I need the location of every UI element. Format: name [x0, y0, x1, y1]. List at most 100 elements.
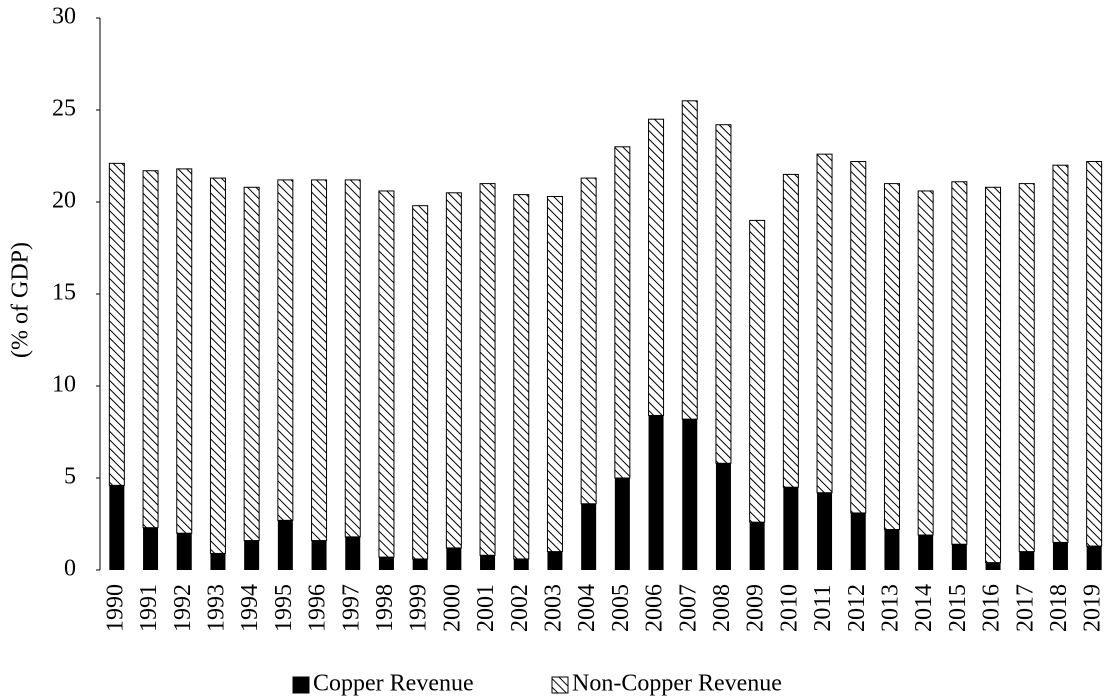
bar-segment: [682, 419, 698, 570]
x-tick-label: 2019: [1080, 584, 1104, 632]
bar-segment: [918, 535, 934, 570]
bar-segment: [546, 195, 563, 553]
bar-segment: [817, 492, 833, 570]
bar-segment: [480, 555, 496, 570]
bar-segment: [1052, 164, 1069, 543]
x-tick-label: 2018: [1046, 584, 1072, 632]
bar-segment: [378, 190, 395, 558]
bar-segment: [1052, 542, 1068, 570]
bar-segment: [580, 177, 597, 505]
bar-segment: [142, 170, 159, 529]
x-tick-label: 2013: [877, 584, 903, 632]
x-tick-label: 1991: [136, 584, 162, 632]
y-tick-label: 30: [52, 4, 76, 30]
x-tick-label: 1992: [170, 584, 196, 632]
x-tick-label: 2004: [574, 584, 600, 632]
bar-segment: [243, 186, 260, 542]
x-tick-label: 2012: [844, 584, 870, 632]
bar-segment: [176, 168, 193, 534]
y-axis-title: (% of GDP): [8, 242, 34, 358]
bar-segment: [917, 190, 934, 536]
bar-segment: [143, 527, 159, 570]
bar-segment: [513, 194, 530, 560]
x-tick-label: 1997: [338, 584, 364, 632]
bar-segment: [209, 177, 226, 554]
bar-segment: [614, 478, 630, 570]
bar-segment: [277, 520, 293, 570]
bar-segment: [1018, 183, 1035, 553]
y-tick-label: 15: [52, 280, 76, 306]
x-tick-label: 2016: [979, 584, 1005, 632]
bar-segment: [109, 485, 125, 570]
bar-segment: [715, 463, 731, 570]
bar-segment: [648, 118, 665, 416]
bar-segment: [850, 161, 867, 514]
x-tick-label: 1990: [102, 584, 128, 632]
bar-segment: [344, 179, 361, 538]
bar-segment: [883, 183, 900, 531]
bar-segment: [816, 153, 833, 494]
y-tick-label: 25: [52, 96, 76, 122]
x-tick-label: 2000: [439, 584, 465, 632]
x-tick-label: 1996: [305, 584, 331, 632]
legend-label: Copper Revenue: [313, 671, 474, 697]
bar-segment: [850, 512, 866, 570]
bar-segment: [1086, 546, 1102, 570]
bar-segment: [176, 533, 192, 570]
bar-segment: [412, 205, 429, 560]
y-tick-label: 20: [52, 188, 76, 214]
x-tick-label: 2014: [911, 584, 937, 632]
x-tick-label: 2006: [642, 584, 668, 632]
x-tick-label: 2011: [810, 584, 836, 631]
bar-segment: [547, 551, 563, 570]
y-tick-label: 10: [52, 372, 76, 398]
bar-segment: [479, 183, 496, 556]
bar-segment: [1019, 551, 1035, 570]
x-tick-label: 2015: [945, 584, 971, 632]
bar-segment: [951, 544, 967, 570]
legend-marker: [551, 676, 569, 694]
bar-segment: [277, 179, 294, 521]
bar-segment: [614, 146, 631, 479]
x-tick-label: 1994: [237, 584, 263, 632]
y-tick-label: 5: [64, 464, 76, 490]
bar-segment: [513, 558, 529, 570]
x-tick-label: 2003: [540, 584, 566, 632]
bar-segment: [581, 503, 597, 570]
x-tick-label: 1999: [406, 584, 432, 632]
bar-segment: [345, 536, 361, 570]
bar-segment: [715, 124, 732, 464]
x-tick-label: 2002: [507, 584, 533, 632]
bar-segment: [412, 558, 428, 570]
bar-segment: [782, 173, 799, 488]
bar-segment: [311, 540, 327, 570]
bar-segment: [951, 181, 968, 545]
bar-segment: [749, 522, 765, 570]
x-tick-label: 1998: [372, 584, 398, 632]
x-tick-label: 2017: [1012, 584, 1038, 632]
bar-segment: [446, 547, 462, 570]
bar-segment: [1086, 161, 1103, 547]
x-tick-label: 2001: [473, 584, 499, 632]
bar-segment: [783, 487, 799, 570]
bar-segment: [749, 219, 766, 523]
bar-segment: [108, 162, 125, 486]
x-tick-label: 2005: [608, 584, 634, 632]
bar-segment: [244, 540, 260, 570]
x-tick-label: 2008: [709, 584, 735, 632]
bar-segment: [445, 192, 462, 549]
bar-segment: [681, 100, 698, 420]
x-tick-label: 2010: [776, 584, 802, 632]
bar-segment: [985, 562, 1001, 570]
bar-segment: [884, 529, 900, 570]
bar-segment: [648, 415, 664, 570]
legend-marker: [292, 676, 310, 694]
bar-segment: [210, 553, 226, 570]
bar-segment: [378, 557, 394, 570]
x-tick-label: 2007: [675, 584, 701, 632]
bar-segment: [311, 179, 328, 542]
x-tick-label: 1995: [271, 584, 297, 632]
x-tick-label: 2009: [743, 584, 769, 632]
